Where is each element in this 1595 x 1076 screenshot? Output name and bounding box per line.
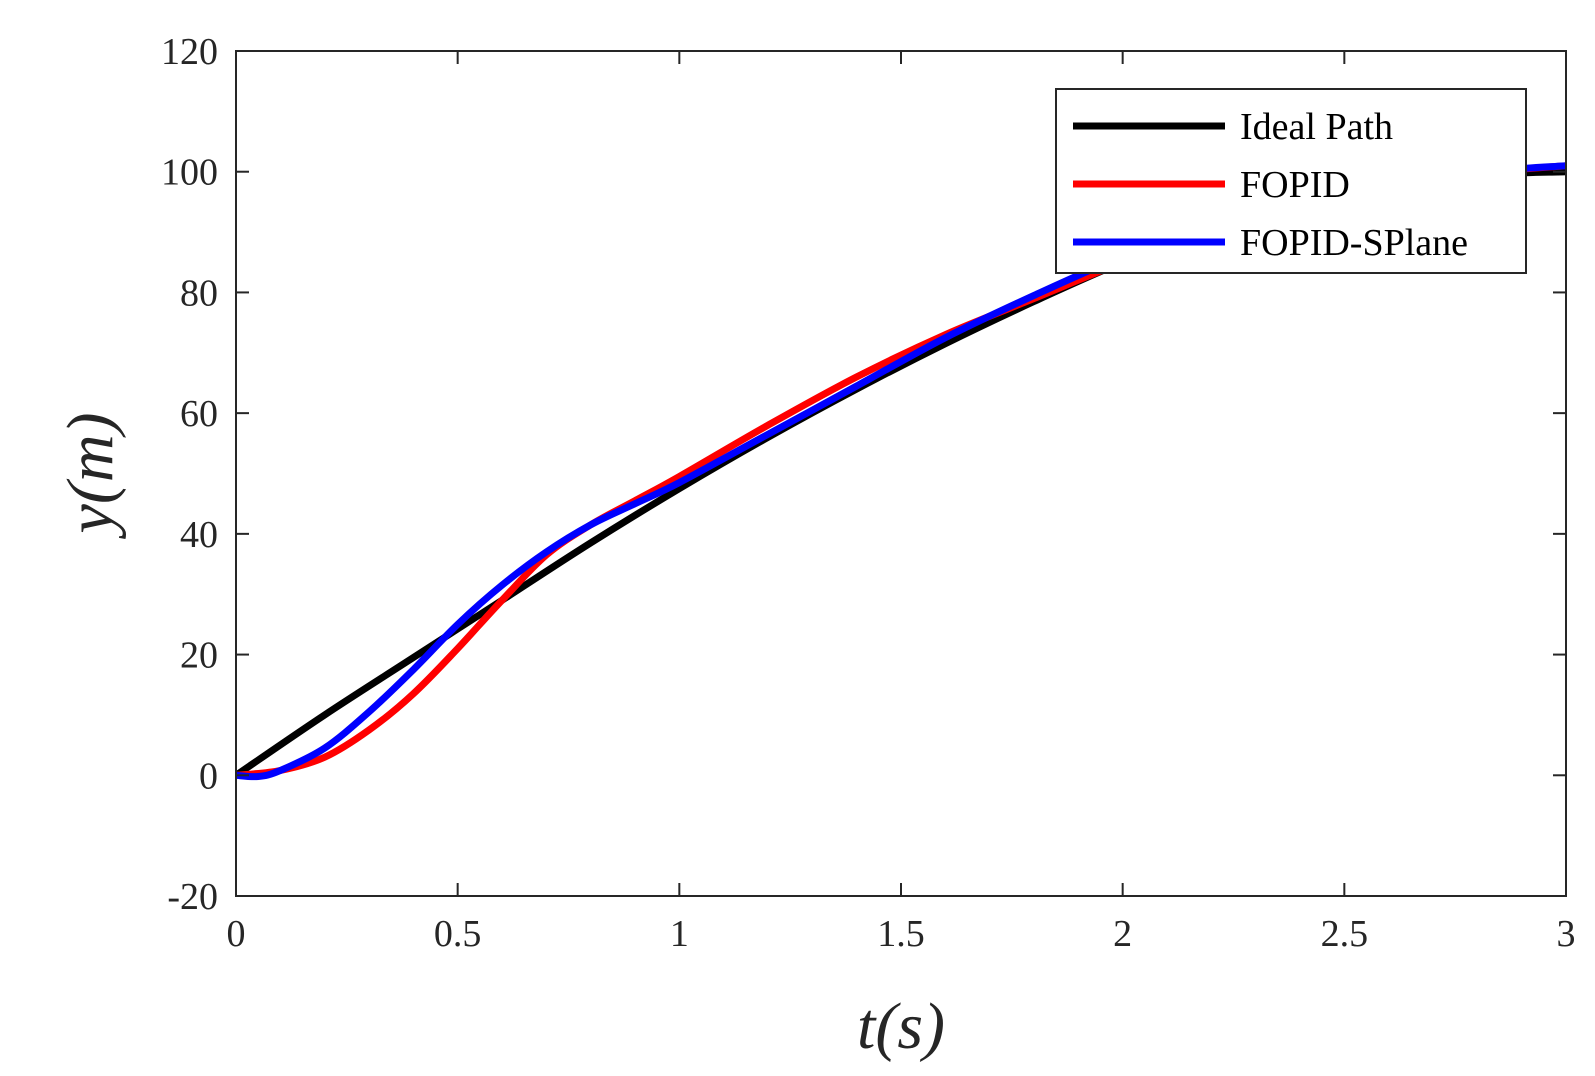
legend-entries: Ideal Path FOPID FOPID-SPlane — [1073, 106, 1468, 264]
y-tick-labels: -20 0 20 40 60 80 100 120 — [161, 31, 218, 918]
ticks-layer — [235, 50, 1567, 897]
x-tick-labels: 0 0.5 1 1.5 2 2.5 3 — [227, 913, 1576, 955]
x-axis-label: t(s) — [857, 990, 945, 1063]
x-tick-label: 0.5 — [434, 913, 482, 955]
y-tick-label: -20 — [167, 876, 218, 918]
legend: Ideal Path FOPID FOPID-SPlane — [1055, 88, 1527, 274]
x-tick-label: 1.5 — [877, 913, 925, 955]
x-tick-label: 2.5 — [1321, 913, 1369, 955]
legend-label-ideal-path: Ideal Path — [1240, 106, 1393, 148]
y-tick-label: 100 — [161, 152, 218, 194]
y-tick-label: 20 — [180, 635, 218, 677]
y-tick-label: 40 — [180, 514, 218, 556]
x-tick-label: 1 — [670, 913, 689, 955]
y-tick-label: 120 — [161, 31, 218, 73]
legend-label-fopid-splane: FOPID-SPlane — [1240, 222, 1468, 264]
y-tick-label: 60 — [180, 393, 218, 435]
legend-label-fopid: FOPID — [1240, 164, 1350, 206]
x-tick-label: 3 — [1557, 913, 1576, 955]
plot-frame — [235, 50, 1567, 897]
y-tick-label: 80 — [180, 272, 218, 314]
y-tick-label: 0 — [199, 755, 218, 797]
x-tick-label: 0 — [227, 913, 246, 955]
x-tick-label: 2 — [1113, 913, 1132, 955]
y-axis-label: y(m) — [54, 413, 127, 540]
